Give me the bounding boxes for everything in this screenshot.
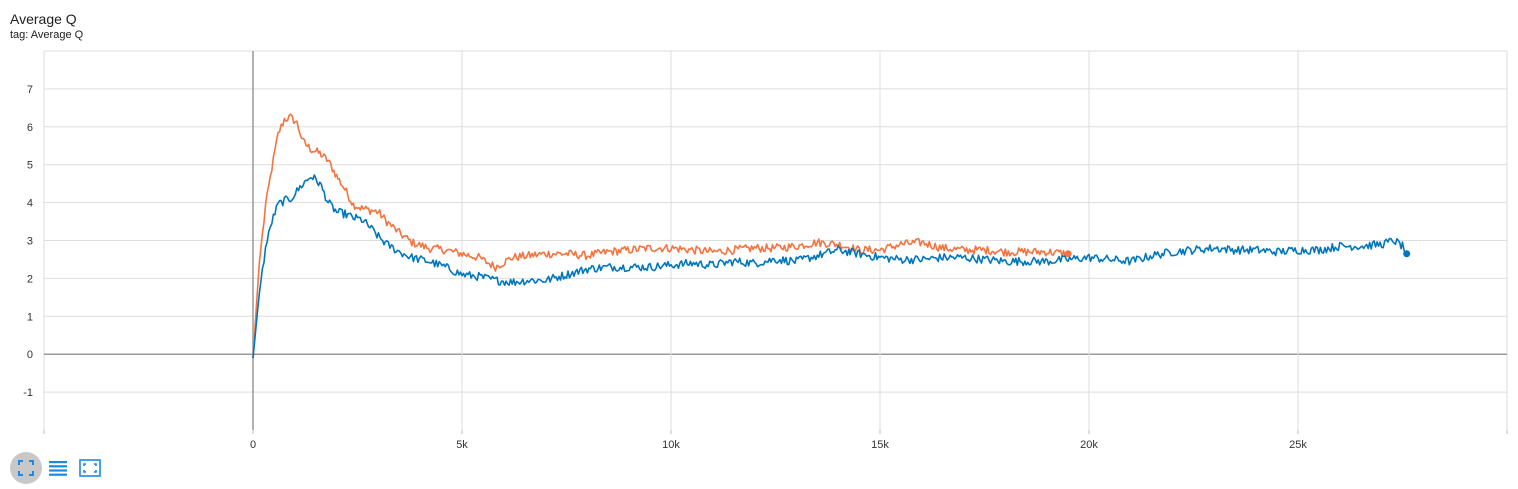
y-tick-label: 3 [27,236,33,248]
chart-tag-subtitle: tag: Average Q [10,29,84,41]
series-line-2 [252,174,1408,359]
toggle-data-table-button[interactable] [42,452,74,484]
y-tick-label: 4 [27,198,33,210]
series-end-point-1 [1064,250,1072,258]
line-chart: -1 0 1 2 3 4 5 6 7 0 5k 10k 15k 20k 25k [23,50,1508,450]
y-tick-label: 5 [27,160,33,172]
y-tick-label: 7 [27,84,33,96]
y-tick-label: 1 [27,311,33,323]
chart-title: Average Q [10,11,77,27]
y-tick-label: 2 [27,273,33,285]
toggle-fullscreen-button[interactable] [10,452,42,484]
x-tick-label: 15k [871,439,889,450]
series-line-1 [252,113,1069,359]
y-tick-label: -1 [23,387,33,399]
x-tick-label: 0 [250,439,256,450]
fit-domain-button[interactable] [74,452,106,484]
series-end-point-2 [1403,250,1411,258]
fullscreen-icon [18,460,34,476]
data-table-icon [49,461,67,476]
fit-domain-icon [79,459,101,477]
x-tick-label: 5k [456,439,468,450]
x-tick-label: 25k [1289,439,1307,450]
x-tick-label: 20k [1080,439,1098,450]
y-tick-label: 6 [27,122,33,134]
y-tick-label: 0 [27,349,33,361]
chart-toolbar [10,452,106,484]
x-tick-label: 10k [662,439,680,450]
